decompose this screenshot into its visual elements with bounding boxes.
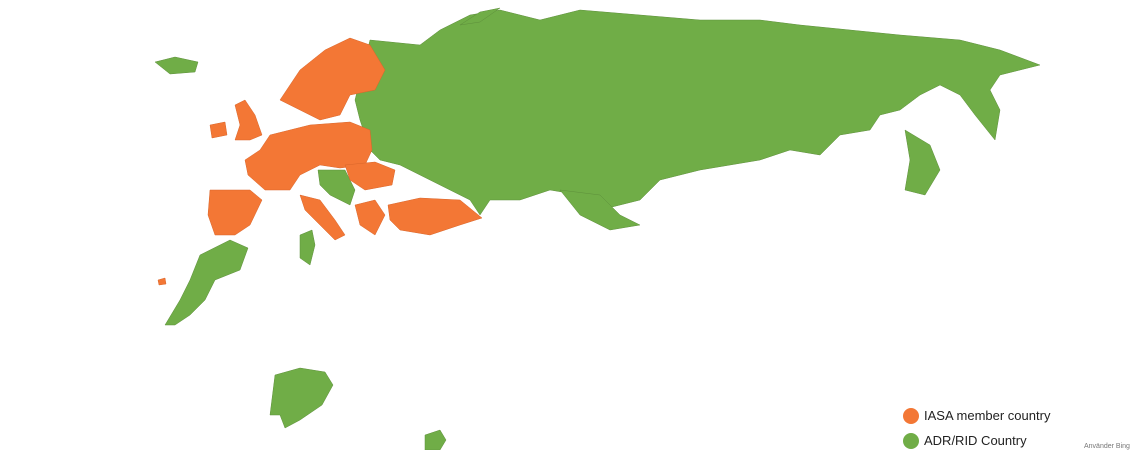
canary-islands	[157, 277, 167, 286]
legend: IASA member country ADR/RID Country	[903, 403, 1050, 453]
iceland	[154, 56, 199, 75]
kamchatka	[904, 129, 941, 196]
italy	[299, 194, 346, 241]
caucasus-central-asia	[559, 189, 641, 231]
central-europe	[244, 121, 373, 191]
green-dot-icon	[903, 432, 919, 449]
scandinavia	[279, 37, 386, 121]
legend-item-iasa: IASA member country	[903, 403, 1050, 428]
greece	[354, 199, 386, 236]
iasa-member-countries	[157, 37, 483, 286]
legend-item-adr: ADR/RID Country	[903, 428, 1050, 453]
cameroon-region	[424, 429, 447, 450]
uk	[234, 99, 263, 141]
nigeria	[269, 367, 334, 429]
attribution: Använder Bing	[1084, 443, 1130, 450]
iberia	[207, 189, 263, 236]
romania-region	[344, 161, 396, 191]
balkans	[317, 169, 356, 206]
russia-region	[354, 9, 1041, 216]
legend-label: IASA member country	[924, 408, 1051, 423]
adr-rid-countries	[154, 7, 1041, 450]
sardinia-sicily-tunisia	[299, 229, 316, 266]
orange-dot-icon	[903, 407, 919, 424]
turkey	[387, 197, 483, 236]
novaya-zemlya	[459, 7, 501, 26]
morocco-algeria-tunisia	[164, 239, 249, 326]
ireland	[209, 121, 228, 139]
legend-label: ADR/RID Country	[924, 433, 1027, 448]
